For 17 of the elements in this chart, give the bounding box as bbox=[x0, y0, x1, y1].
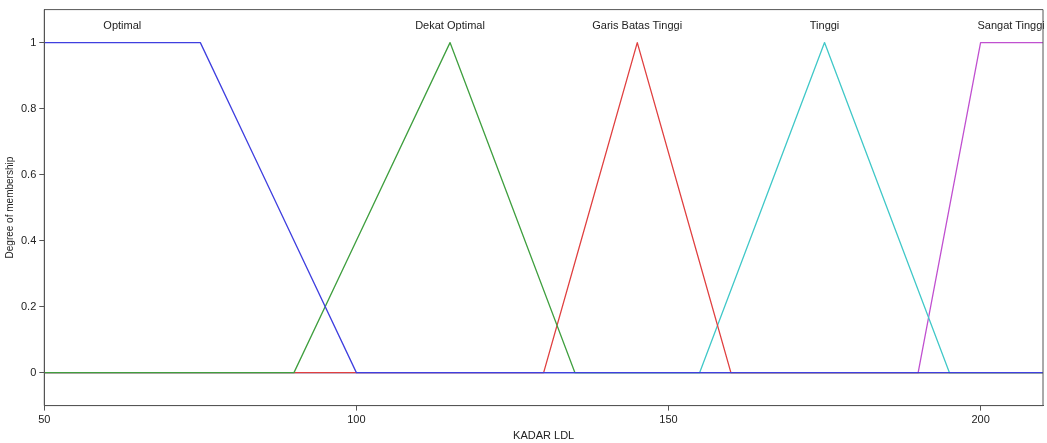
y-tick-label: 1 bbox=[30, 35, 37, 48]
x-tick-label: 200 bbox=[971, 413, 990, 426]
y-tick-label: 0.4 bbox=[20, 233, 37, 246]
y-tick-label: 0 bbox=[30, 365, 37, 378]
y-tick-label: 0.6 bbox=[20, 167, 37, 180]
x-tick-label: 100 bbox=[347, 413, 366, 426]
y-axis-title: Degree of membership bbox=[3, 156, 15, 259]
series-label: Sangat Tinggi bbox=[977, 19, 1045, 32]
series-label: Dekat Optimal bbox=[415, 19, 485, 32]
y-tick-label: 0.8 bbox=[20, 101, 37, 114]
series-label: Optimal bbox=[103, 19, 142, 32]
x-axis-title: KADAR LDL bbox=[513, 429, 575, 442]
y-tick-label: 0.2 bbox=[20, 299, 37, 312]
series-label: Tinggi bbox=[809, 19, 840, 32]
x-tick-label: 150 bbox=[659, 413, 678, 426]
series-label: Garis Batas Tinggi bbox=[592, 19, 683, 32]
x-tick-label: 50 bbox=[38, 413, 51, 426]
